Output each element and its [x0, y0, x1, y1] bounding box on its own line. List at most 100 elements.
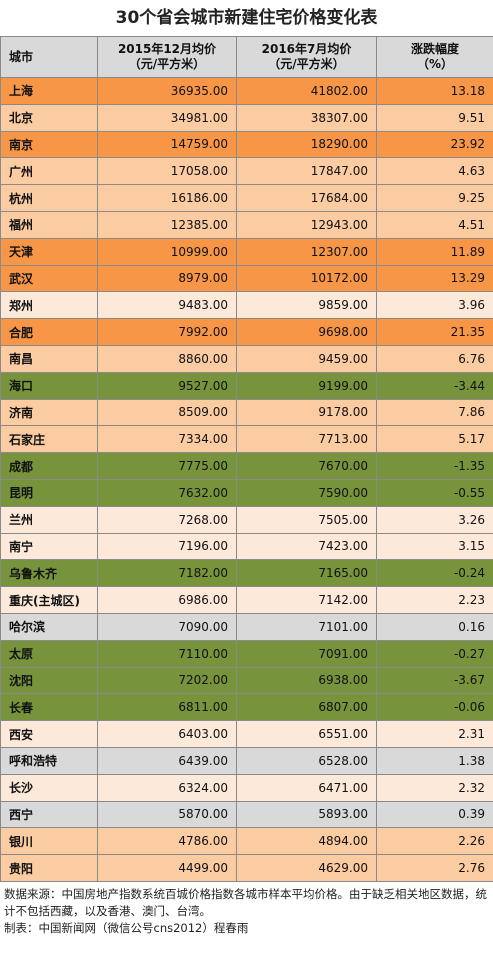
cell-city: 贵阳	[0, 854, 98, 882]
cell-2016-price: 7142.00	[236, 586, 377, 614]
header-2015-price: 2015年12月均价 （元/平方米）	[97, 36, 237, 78]
cell-2016-price: 9859.00	[236, 291, 377, 320]
table-row: 长沙 6324.00 6471.00 2.32	[0, 773, 493, 802]
cell-2016-price: 6471.00	[236, 773, 377, 802]
table-row: 合肥 7992.00 9698.00 21.35	[0, 318, 493, 346]
cell-2015-price: 7334.00	[97, 425, 237, 454]
cell-2016-price: 38307.00	[236, 103, 377, 132]
cell-2015-price: 6811.00	[97, 693, 237, 722]
cell-city: 海口	[0, 371, 98, 400]
cell-2016-price: 17684.00	[236, 184, 377, 212]
cell-2016-price: 6807.00	[236, 693, 377, 722]
cell-2016-price: 9459.00	[236, 344, 377, 373]
cell-city: 西安	[0, 720, 98, 748]
cell-city: 北京	[0, 103, 98, 132]
cell-2015-price: 7196.00	[97, 532, 237, 561]
cell-change: -0.24	[376, 559, 493, 588]
cell-city: 兰州	[0, 505, 98, 534]
cell-2016-price: 9698.00	[236, 318, 377, 346]
cell-city: 银川	[0, 827, 98, 856]
table-row: 昆明 7632.00 7590.00 -0.55	[0, 478, 493, 507]
table-row: 广州 17058.00 17847.00 4.63	[0, 157, 493, 186]
cell-2015-price: 12385.00	[97, 210, 237, 239]
cell-city: 重庆(主城区)	[0, 586, 98, 614]
cell-2016-price: 7670.00	[236, 452, 377, 480]
cell-city: 昆明	[0, 478, 98, 507]
cell-change: 2.23	[376, 586, 493, 614]
cell-2015-price: 10999.00	[97, 237, 237, 266]
cell-2016-price: 12307.00	[236, 237, 377, 266]
cell-city: 福州	[0, 210, 98, 239]
cell-city: 天津	[0, 237, 98, 266]
cell-change: 4.51	[376, 210, 493, 239]
table-row: 沈阳 7202.00 6938.00 -3.67	[0, 666, 493, 695]
cell-2015-price: 16186.00	[97, 184, 237, 212]
table-row: 兰州 7268.00 7505.00 3.26	[0, 505, 493, 534]
chart-title: 30个省会城市新建住宅价格变化表	[0, 0, 493, 36]
cell-city: 太原	[0, 639, 98, 668]
cell-2015-price: 7090.00	[97, 612, 237, 641]
cell-city: 长春	[0, 693, 98, 722]
header-2016-price: 2016年7月均价 （元/平方米）	[236, 36, 377, 78]
cell-2016-price: 18290.00	[236, 130, 377, 159]
cell-2016-price: 6938.00	[236, 666, 377, 695]
cell-change: -3.67	[376, 666, 493, 695]
cell-change: 13.29	[376, 264, 493, 293]
cell-2015-price: 9483.00	[97, 291, 237, 320]
cell-city: 南宁	[0, 532, 98, 561]
table-row: 北京 34981.00 38307.00 9.51	[0, 103, 493, 132]
table-row: 银川 4786.00 4894.00 2.26	[0, 827, 493, 856]
cell-change: 9.25	[376, 184, 493, 212]
table-row: 南京 14759.00 18290.00 23.92	[0, 130, 493, 159]
cell-change: 0.39	[376, 800, 493, 829]
cell-2015-price: 6439.00	[97, 746, 237, 775]
cell-city: 济南	[0, 398, 98, 427]
cell-2015-price: 7110.00	[97, 639, 237, 668]
cell-2016-price: 17847.00	[236, 157, 377, 186]
cell-2015-price: 6403.00	[97, 720, 237, 748]
cell-city: 沈阳	[0, 666, 98, 695]
cell-2016-price: 7101.00	[236, 612, 377, 641]
table-row: 上海 36935.00 41802.00 13.18	[0, 77, 493, 105]
cell-city: 南京	[0, 130, 98, 159]
table-row: 乌鲁木齐 7182.00 7165.00 -0.24	[0, 559, 493, 588]
cell-change: -0.06	[376, 693, 493, 722]
cell-city: 郑州	[0, 291, 98, 320]
cell-2015-price: 36935.00	[97, 77, 237, 105]
cell-2015-price: 7775.00	[97, 452, 237, 480]
cell-2015-price: 17058.00	[97, 157, 237, 186]
cell-2015-price: 7268.00	[97, 505, 237, 534]
table-body: 上海 36935.00 41802.00 13.18 北京 34981.00 38307.0…	[0, 77, 493, 882]
cell-2015-price: 4786.00	[97, 827, 237, 856]
table-row: 南宁 7196.00 7423.00 3.15	[0, 532, 493, 561]
table-row: 重庆(主城区) 6986.00 7142.00 2.23	[0, 586, 493, 614]
cell-change: 2.76	[376, 854, 493, 882]
header-change: 涨跌幅度 （%）	[376, 36, 493, 78]
source-note: 数据来源：中国房地产指数系统百城价格指数各城市样本平均价格。由于缺乏相关地区数据…	[4, 886, 487, 918]
cell-change: 7.86	[376, 398, 493, 427]
table-row: 石家庄 7334.00 7713.00 5.17	[0, 425, 493, 454]
cell-change: 9.51	[376, 103, 493, 132]
table-row: 贵阳 4499.00 4629.00 2.76	[0, 854, 493, 882]
cell-2015-price: 4499.00	[97, 854, 237, 882]
price-table: 城市 2015年12月均价 （元/平方米） 2016年7月均价 （元/平方米） …	[0, 36, 493, 882]
table-row: 武汉 8979.00 10172.00 13.29	[0, 264, 493, 293]
cell-change: -3.44	[376, 371, 493, 400]
cell-2015-price: 8509.00	[97, 398, 237, 427]
cell-2016-price: 6528.00	[236, 746, 377, 775]
cell-change: 3.96	[376, 291, 493, 320]
cell-2015-price: 6986.00	[97, 586, 237, 614]
cell-change: 1.38	[376, 746, 493, 775]
table-row: 长春 6811.00 6807.00 -0.06	[0, 693, 493, 722]
cell-2015-price: 5870.00	[97, 800, 237, 829]
cell-2016-price: 7713.00	[236, 425, 377, 454]
cell-change: 23.92	[376, 130, 493, 159]
header-city: 城市	[0, 36, 98, 78]
cell-2016-price: 9199.00	[236, 371, 377, 400]
table-row: 成都 7775.00 7670.00 -1.35	[0, 452, 493, 480]
cell-city: 长沙	[0, 773, 98, 802]
cell-2016-price: 7505.00	[236, 505, 377, 534]
cell-change: -0.55	[376, 478, 493, 507]
cell-2015-price: 8860.00	[97, 344, 237, 373]
